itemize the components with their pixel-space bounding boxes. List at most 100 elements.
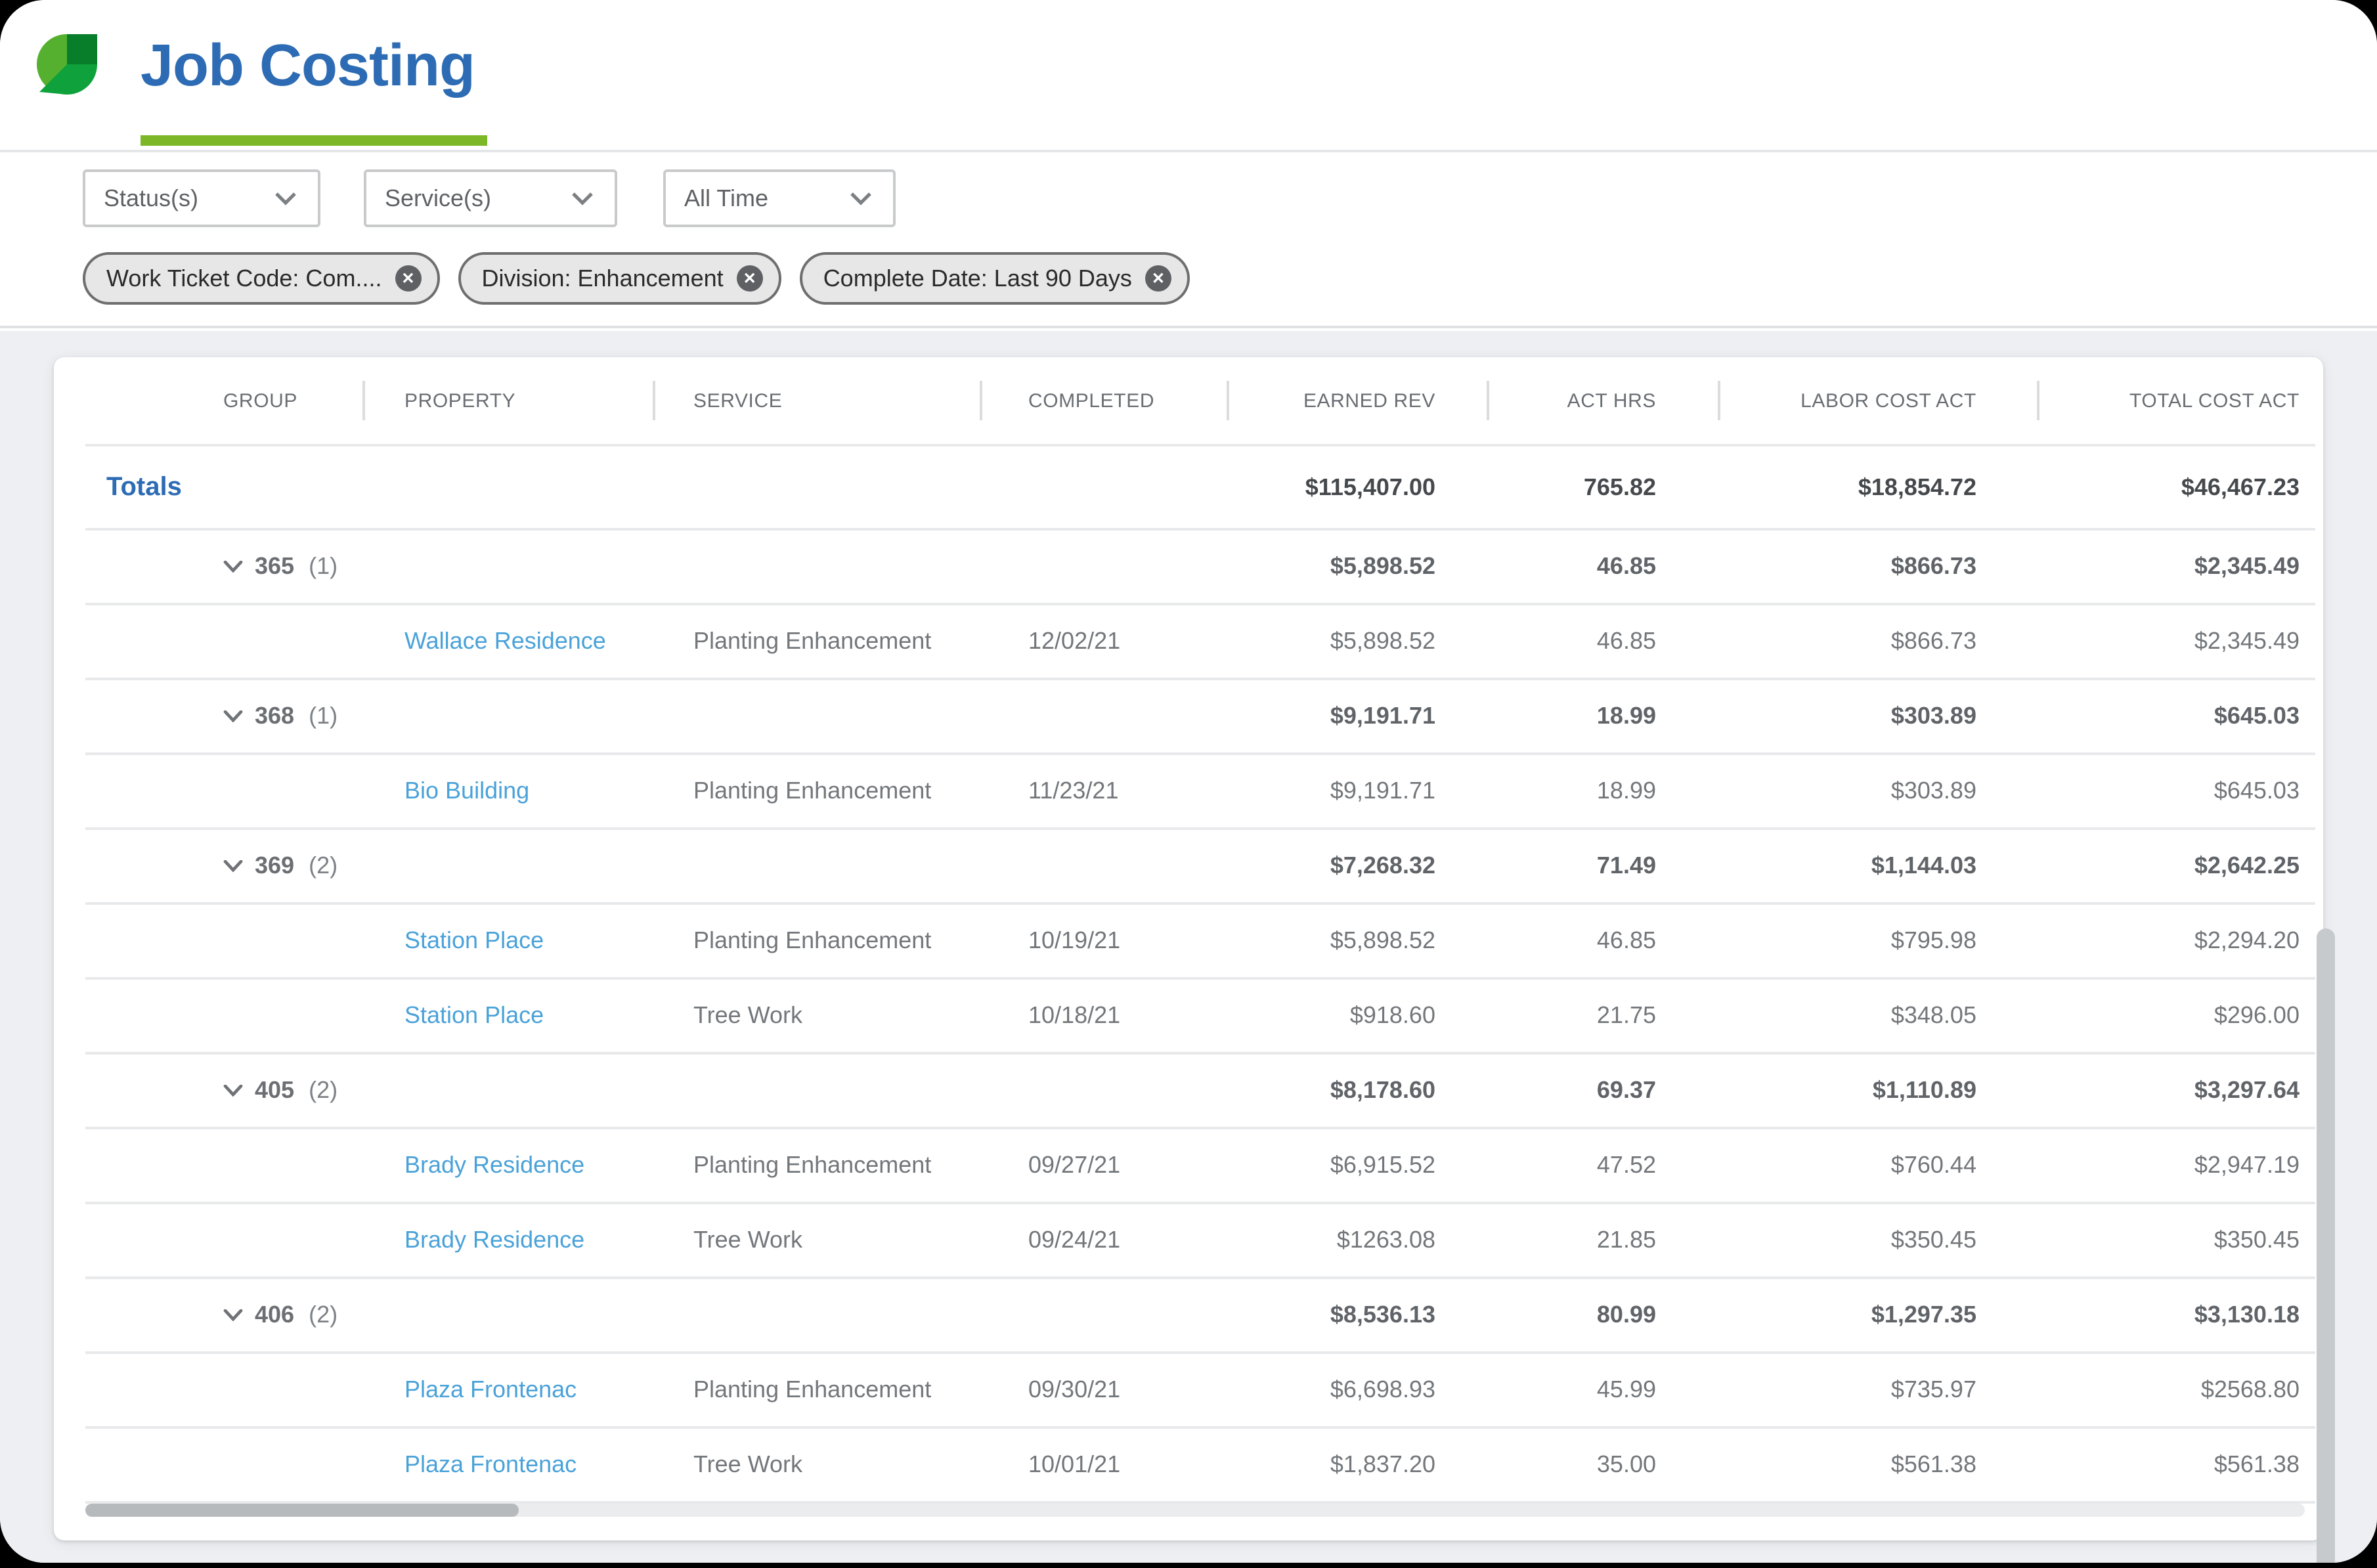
column-header-service[interactable]: SERVICE	[655, 357, 982, 444]
group-number: 405	[255, 1077, 295, 1103]
property-link[interactable]: Brady Residence	[404, 1227, 585, 1253]
total-cost-act-cell: $2,345.49	[2194, 628, 2300, 654]
remove-filter-icon[interactable]: ✕	[395, 265, 422, 292]
chip-complete-date[interactable]: Complete Date: Last 90 Days ✕	[799, 252, 1190, 305]
column-header-completed[interactable]: COMPLETED	[982, 357, 1229, 444]
completed-date-cell: 10/19/21	[1028, 927, 1121, 953]
group-total-cost-act: $3,130.18	[2194, 1301, 2300, 1328]
time-filter-label: All Time	[684, 185, 769, 211]
labor-cost-act-cell: $303.89	[1890, 777, 1976, 804]
column-header-group[interactable]: GROUP	[85, 357, 365, 444]
earned-rev-cell: $5,898.52	[1330, 927, 1435, 953]
group-toggle[interactable]: 368 (1)	[85, 703, 365, 730]
completed-date-cell: 10/18/21	[1028, 1002, 1121, 1028]
remove-filter-icon[interactable]: ✕	[1145, 265, 1171, 292]
total-cost-act-cell: $2568.80	[2200, 1376, 2300, 1403]
property-link[interactable]: Station Place	[404, 927, 544, 953]
page-title: Job Costing	[141, 32, 475, 98]
group-earned-rev: $5,898.52	[1330, 553, 1435, 579]
total-cost-act-cell: $296.00	[2213, 1002, 2300, 1028]
totals-label: Totals	[106, 472, 182, 501]
totals-earned-rev: $115,407.00	[1305, 473, 1435, 500]
earned-rev-cell: $918.60	[1349, 1002, 1435, 1028]
labor-cost-act-cell: $795.98	[1890, 927, 1976, 953]
labor-cost-act-cell: $735.97	[1890, 1376, 1976, 1403]
earned-rev-cell: $9,191.71	[1330, 777, 1435, 804]
group-toggle[interactable]: 369 (2)	[85, 852, 365, 880]
total-cost-act-cell: $645.03	[2213, 777, 2300, 804]
column-header-labor-cost-act[interactable]: LABOR COST ACT	[1720, 357, 2039, 444]
column-header-total-cost-act[interactable]: TOTAL COST ACT	[2129, 389, 2300, 412]
group-earned-rev: $9,191.71	[1330, 703, 1435, 729]
property-link[interactable]: Wallace Residence	[404, 628, 606, 654]
completed-date-cell: 11/23/21	[1028, 777, 1119, 804]
labor-cost-act-cell: $350.45	[1890, 1227, 1976, 1253]
group-total-cost-act: $645.03	[2213, 703, 2300, 729]
property-cell: Brady Residence	[365, 1227, 655, 1254]
table-header-row: GROUP PROPERTY SERVICE COMPLETED EARNED …	[85, 357, 2315, 446]
act-hrs-cell: 46.85	[1596, 628, 1656, 654]
time-filter-dropdown[interactable]: All Time	[663, 169, 896, 227]
service-cell: Planting Enhancement	[693, 927, 932, 953]
group-labor-cost-act: $303.89	[1890, 703, 1976, 729]
group-number: 406	[255, 1301, 295, 1328]
title-underline	[141, 135, 487, 146]
status-filter-dropdown[interactable]: Status(s)	[83, 169, 320, 227]
remove-filter-icon[interactable]: ✕	[736, 265, 763, 292]
property-cell: Station Place	[365, 927, 655, 955]
chevron-down-icon	[223, 1309, 243, 1321]
chevron-down-icon	[275, 192, 296, 205]
act-hrs-cell: 47.52	[1596, 1152, 1656, 1178]
group-count: (2)	[309, 1301, 338, 1328]
earned-rev-cell: $1263.08	[1336, 1227, 1435, 1253]
service-filter-dropdown[interactable]: Service(s)	[364, 169, 617, 227]
horizontal-scrollbar-thumb[interactable]	[85, 1504, 519, 1517]
property-link[interactable]: Plaza Frontenac	[404, 1451, 577, 1477]
vertical-scrollbar-thumb[interactable]	[2317, 928, 2335, 1563]
totals-row: Totals $115,407.00 765.82 $18,854.72 $46…	[85, 446, 2315, 531]
group-toggle[interactable]: 405 (2)	[85, 1077, 365, 1104]
chip-work-ticket-code[interactable]: Work Ticket Code: Com.... ✕	[83, 252, 440, 305]
group-summary-row: 368 (1) $9,191.71 18.99 $303.89 $645.03	[85, 680, 2315, 755]
column-header-act-hrs[interactable]: ACT HRS	[1489, 357, 1720, 444]
filter-chips: Work Ticket Code: Com.... ✕ Division: En…	[83, 252, 1190, 305]
work-ticket-row: Station Place Tree Work 10/18/21 $918.60 21.…	[85, 980, 2315, 1055]
horizontal-scrollbar[interactable]	[85, 1504, 2305, 1517]
work-ticket-row: Bio Building Planting Enhancement 11/23/21…	[85, 755, 2315, 830]
property-link[interactable]: Brady Residence	[404, 1152, 585, 1178]
earned-rev-cell: $6,698.93	[1330, 1376, 1435, 1403]
column-header-property[interactable]: PROPERTY	[365, 357, 655, 444]
total-cost-act-cell: $350.45	[2213, 1227, 2300, 1253]
labor-cost-act-cell: $348.05	[1890, 1002, 1976, 1028]
total-cost-act-cell: $2,947.19	[2194, 1152, 2300, 1178]
chevron-down-icon	[850, 192, 871, 205]
completed-date-cell: 09/24/21	[1028, 1227, 1121, 1253]
chip-division[interactable]: Division: Enhancement ✕	[458, 252, 781, 305]
work-ticket-row: Brady Residence Planting Enhancement 09/27…	[85, 1129, 2315, 1204]
group-toggle[interactable]: 365 (1)	[85, 553, 365, 580]
group-total-cost-act: $2,642.25	[2194, 852, 2300, 879]
group-toggle[interactable]: 406 (2)	[85, 1301, 365, 1329]
service-cell: Tree Work	[693, 1451, 803, 1477]
service-filter-label: Service(s)	[385, 185, 492, 211]
property-cell: Bio Building	[365, 777, 655, 805]
column-header-earned-rev[interactable]: EARNED REV	[1229, 357, 1489, 444]
earned-rev-cell: $1,837.20	[1330, 1451, 1435, 1477]
property-link[interactable]: Station Place	[404, 1002, 544, 1028]
total-cost-act-cell: $561.38	[2213, 1451, 2300, 1477]
aspire-leaf-logo-icon	[37, 34, 97, 95]
act-hrs-cell: 18.99	[1596, 777, 1656, 804]
job-costing-table: GROUP PROPERTY SERVICE COMPLETED EARNED …	[85, 357, 2315, 1504]
completed-date-cell: 09/27/21	[1028, 1152, 1121, 1178]
property-link[interactable]: Bio Building	[404, 777, 530, 804]
act-hrs-cell: 21.85	[1596, 1227, 1656, 1253]
service-cell: Planting Enhancement	[693, 628, 932, 654]
work-ticket-row: Station Place Planting Enhancement 10/19/2…	[85, 905, 2315, 980]
group-count: (2)	[309, 1077, 338, 1103]
act-hrs-cell: 21.75	[1596, 1002, 1656, 1028]
chevron-down-icon	[572, 192, 593, 205]
property-link[interactable]: Plaza Frontenac	[404, 1376, 577, 1403]
group-summary-row: 365 (1) $5,898.52 46.85 $866.73 $2,345.49	[85, 531, 2315, 605]
group-number: 369	[255, 852, 295, 879]
